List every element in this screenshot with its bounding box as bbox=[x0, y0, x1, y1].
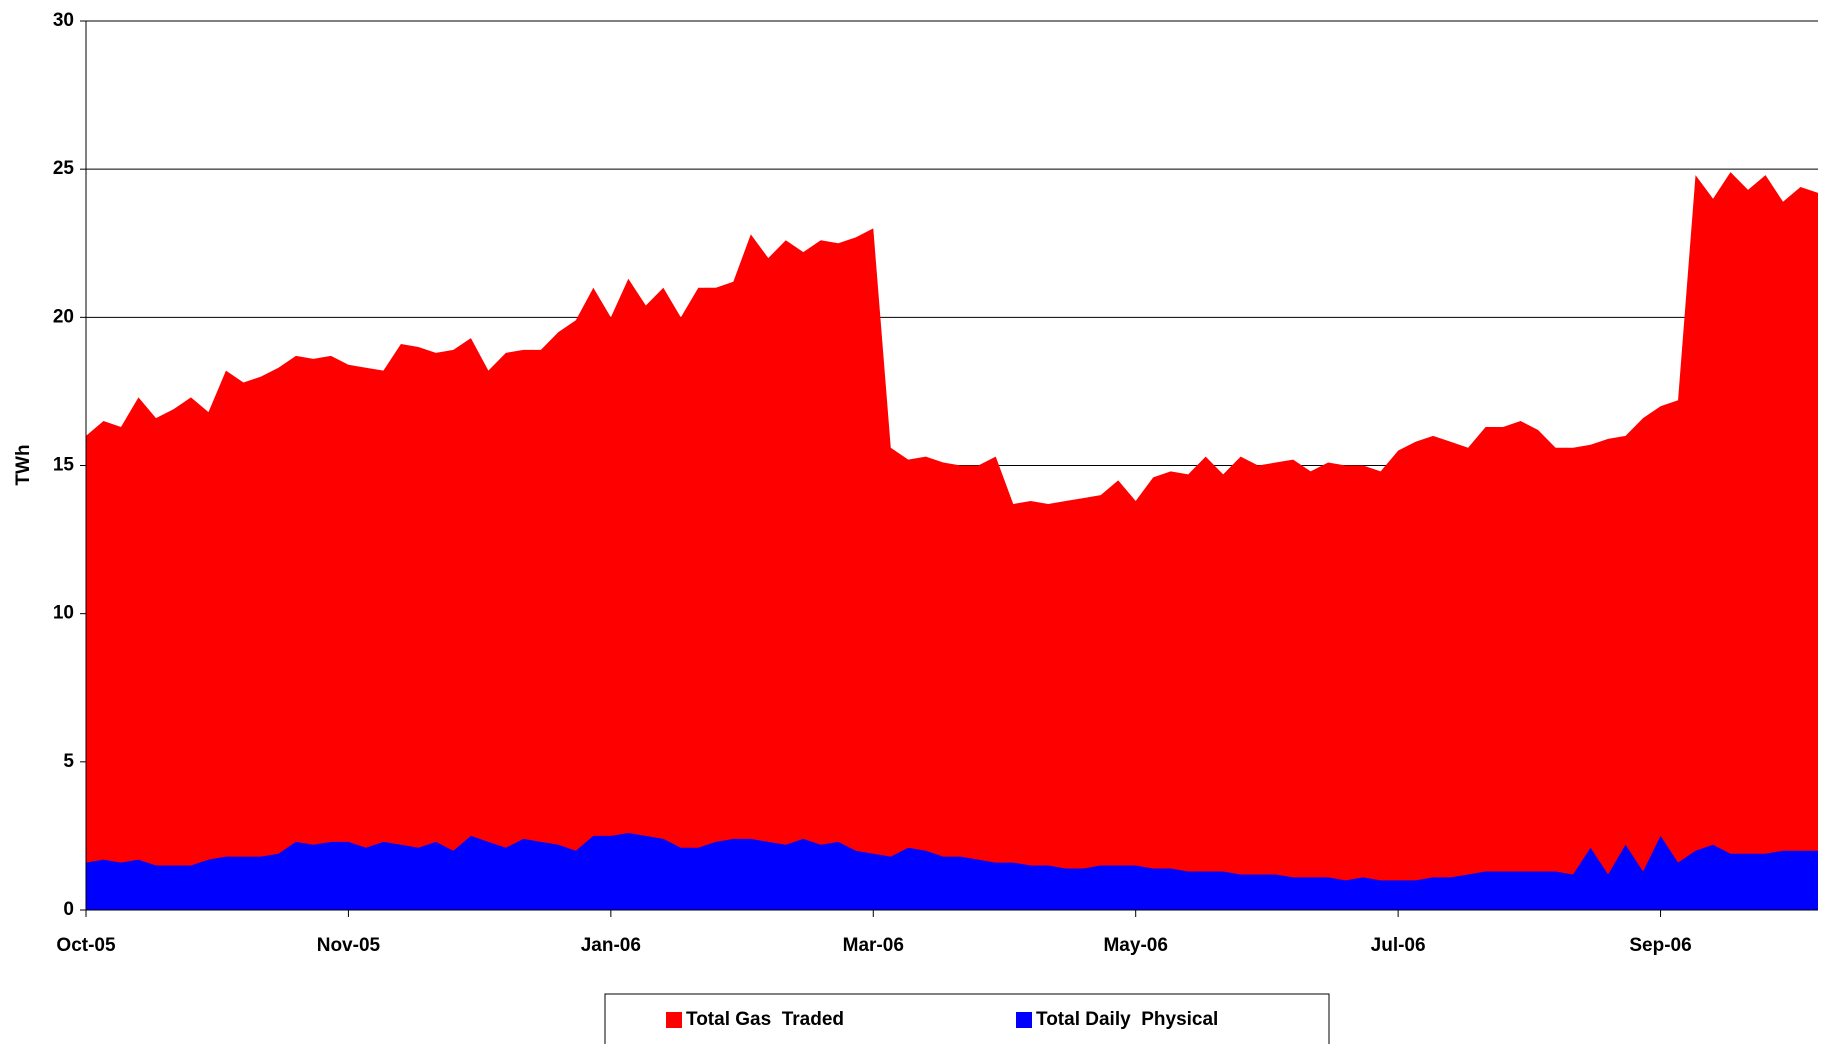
y-tick-label: 10 bbox=[53, 603, 74, 624]
y-axis-label: TWh bbox=[13, 444, 34, 485]
legend-label: Total Daily Physical bbox=[1036, 1009, 1218, 1030]
y-tick-label: 25 bbox=[53, 158, 75, 179]
legend-label: Total Gas Traded bbox=[686, 1009, 844, 1030]
area bbox=[86, 832, 1818, 910]
x-tick-label: Mar-06 bbox=[843, 935, 904, 956]
legend-box bbox=[604, 993, 1330, 1049]
x-tick-label: Jul-06 bbox=[1371, 935, 1426, 956]
y-tick-label: 5 bbox=[63, 751, 74, 772]
y-tick-label: 0 bbox=[63, 899, 74, 920]
legend-swatch bbox=[666, 1012, 682, 1028]
y-tick-label: 30 bbox=[53, 10, 74, 31]
legend-swatch bbox=[1016, 1012, 1032, 1028]
y-tick-label: 15 bbox=[53, 455, 75, 476]
x-tick-label: May-06 bbox=[1103, 935, 1167, 956]
y-tick-label: 20 bbox=[53, 306, 74, 327]
area bbox=[86, 172, 1818, 910]
x-tick-label: Oct-05 bbox=[56, 935, 116, 956]
x-tick-label: Sep-06 bbox=[1629, 935, 1691, 956]
x-tick-label: Nov-05 bbox=[317, 935, 381, 956]
x-tick-label: Jan-06 bbox=[581, 935, 641, 956]
